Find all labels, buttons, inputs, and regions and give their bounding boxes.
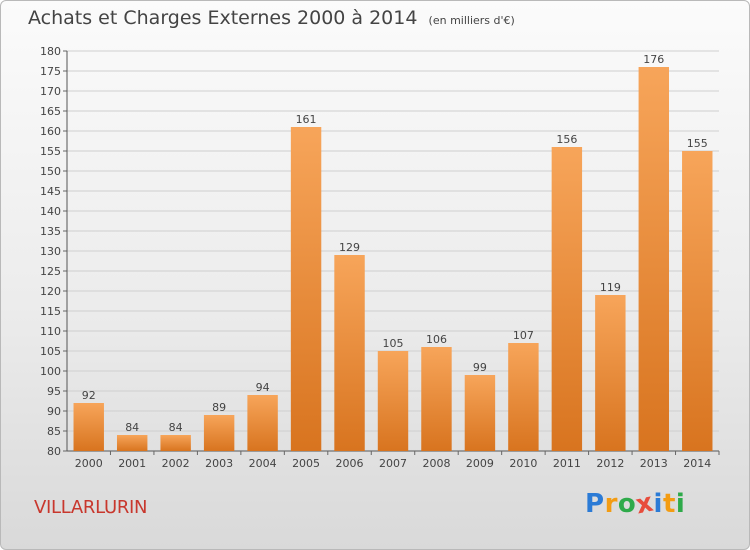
bar <box>595 295 626 451</box>
data-label: 105 <box>383 337 404 350</box>
bar <box>682 151 713 451</box>
y-tick-label: 90 <box>47 405 61 418</box>
logo-letter: P <box>585 489 605 519</box>
bar <box>247 395 278 451</box>
data-label: 89 <box>212 401 226 414</box>
chart-title: Achats et Charges Externes 2000 à 2014 <box>28 7 418 29</box>
y-tick-label: 115 <box>40 305 61 318</box>
bar <box>377 351 409 451</box>
y-tick-label: 80 <box>47 445 61 458</box>
x-tick-label: 2004 <box>249 457 277 470</box>
data-label: 129 <box>339 241 360 254</box>
y-tick-label: 150 <box>40 165 61 178</box>
y-tick-label: 140 <box>40 205 61 218</box>
data-label: 119 <box>600 281 621 294</box>
logo-letter: r <box>604 489 618 519</box>
bar <box>551 147 583 451</box>
x-tick-label: 2001 <box>118 457 146 470</box>
y-tick-label: 95 <box>47 385 61 398</box>
bar <box>508 343 539 451</box>
data-label: 155 <box>687 137 708 150</box>
y-tick-label: 180 <box>40 45 61 58</box>
data-label: 84 <box>169 421 183 434</box>
bar <box>203 415 235 451</box>
x-tick-label: 2000 <box>75 457 103 470</box>
y-tick-label: 160 <box>40 125 61 138</box>
y-tick-label: 120 <box>40 285 61 298</box>
x-tick-label: 2007 <box>379 457 407 470</box>
data-label: 84 <box>125 421 139 434</box>
data-label: 92 <box>82 389 96 402</box>
place-name: VILLARLURIN <box>34 497 148 518</box>
y-tick-label: 110 <box>40 325 61 338</box>
y-tick-label: 100 <box>40 365 61 378</box>
y-tick-label: 125 <box>40 265 61 278</box>
y-tick-label: 170 <box>40 85 61 98</box>
y-tick-label: 105 <box>40 345 61 358</box>
x-tick-label: 2014 <box>683 457 711 470</box>
bar <box>638 67 670 451</box>
bar <box>73 403 104 451</box>
bar <box>116 435 148 451</box>
y-tick-label: 165 <box>40 105 61 118</box>
x-tick-label: 2005 <box>292 457 320 470</box>
x-tick-label: 2009 <box>466 457 494 470</box>
y-tick-label: 135 <box>40 225 61 238</box>
logo-letter: t <box>662 489 676 519</box>
x-tick-label: 2010 <box>509 457 537 470</box>
bar <box>160 435 191 451</box>
data-label: 161 <box>296 113 317 126</box>
x-tick-label: 2011 <box>553 457 581 470</box>
y-tick-label: 155 <box>40 145 61 158</box>
bar <box>334 255 365 451</box>
bar <box>464 375 496 451</box>
x-tick-label: 2012 <box>596 457 624 470</box>
logo-letter: o <box>617 489 637 519</box>
bar <box>421 347 452 451</box>
y-tick-label: 85 <box>47 425 61 438</box>
x-tick-label: 2008 <box>422 457 450 470</box>
data-label: 176 <box>643 53 664 66</box>
proxiti-logo: Proxiti <box>585 488 686 521</box>
logo-letter: i <box>675 489 686 519</box>
data-label: 99 <box>473 361 487 374</box>
logo-letter: i <box>653 489 663 519</box>
x-tick-label: 2002 <box>162 457 190 470</box>
y-tick-label: 175 <box>40 65 61 78</box>
chart-subtitle: (en milliers d'€) <box>428 14 515 27</box>
x-tick-label: 2006 <box>336 457 364 470</box>
data-label: 94 <box>256 381 270 394</box>
data-label: 107 <box>513 329 534 342</box>
bar <box>290 127 322 451</box>
data-label: 106 <box>426 333 447 346</box>
y-tick-label: 145 <box>40 185 61 198</box>
title-block: Achats et Charges Externes 2000 à 2014 (… <box>28 7 515 29</box>
x-tick-label: 2013 <box>640 457 668 470</box>
data-label: 156 <box>556 133 577 146</box>
y-tick-label: 130 <box>40 245 61 258</box>
x-tick-label: 2003 <box>205 457 233 470</box>
